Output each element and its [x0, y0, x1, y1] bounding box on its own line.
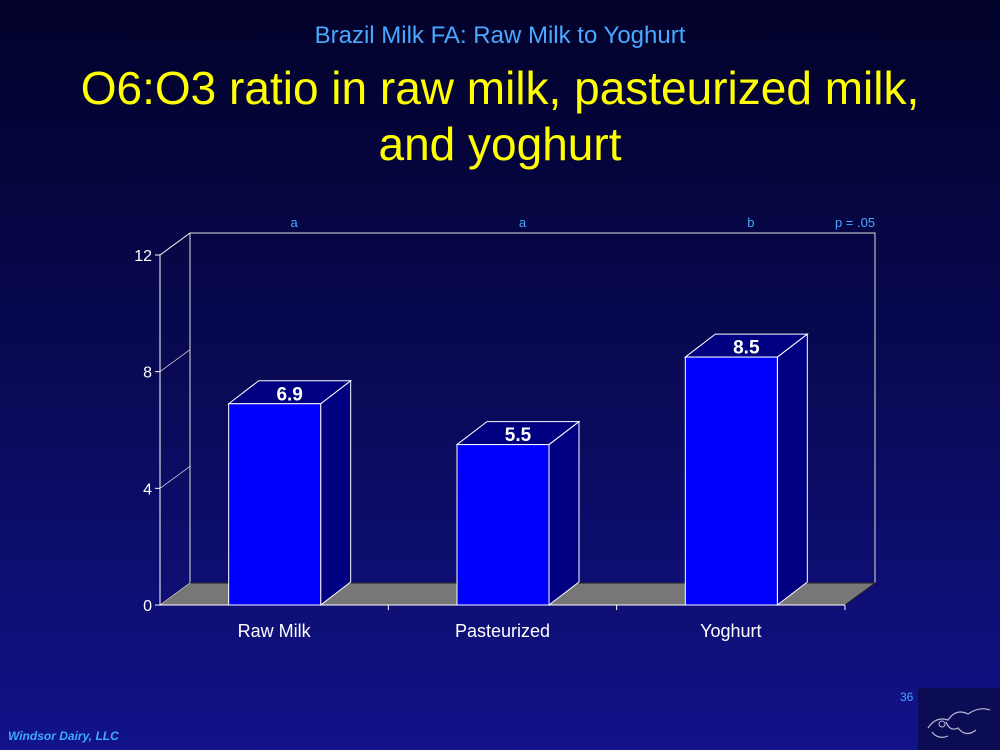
bar — [456, 444, 550, 606]
slide-title: O6:O3 ratio in raw milk, pasteurized mil… — [80, 62, 920, 170]
x-tick-label: Raw Milk — [238, 621, 312, 641]
y-tick-label: 12 — [134, 248, 152, 265]
significance-letter: b — [747, 215, 754, 230]
y-tick-depth — [159, 582, 191, 606]
y-tick-label: 8 — [143, 365, 152, 382]
bar — [684, 356, 778, 606]
bar-side — [320, 379, 352, 607]
bar — [228, 403, 322, 606]
bar-value-label: 8.5 — [733, 338, 760, 359]
slide-subtitle: Brazil Milk FA: Raw Milk to Yoghurt — [314, 22, 686, 49]
significance-letter: a — [291, 215, 299, 230]
y-tick-depth — [159, 466, 191, 489]
significance-letter: a — [519, 215, 527, 230]
x-tick-label: Pasteurized — [455, 621, 550, 641]
y-tick-label: 4 — [143, 481, 152, 498]
page-number: 36 — [900, 690, 914, 704]
x-tick-label: Yoghurt — [700, 621, 761, 641]
bar-value-label: 5.5 — [505, 425, 532, 446]
y-tick-label: 0 — [143, 598, 152, 615]
y-tick-depth — [159, 232, 191, 256]
bar-value-label: 6.9 — [276, 384, 302, 405]
bar-side — [776, 333, 808, 607]
y-tick-depth — [159, 349, 191, 372]
cow-logo-icon — [918, 688, 1000, 750]
bar-side — [548, 420, 580, 607]
footer-company: Windsor Dairy, LLC — [8, 729, 119, 743]
significance-note: p = .05 — [835, 215, 875, 230]
